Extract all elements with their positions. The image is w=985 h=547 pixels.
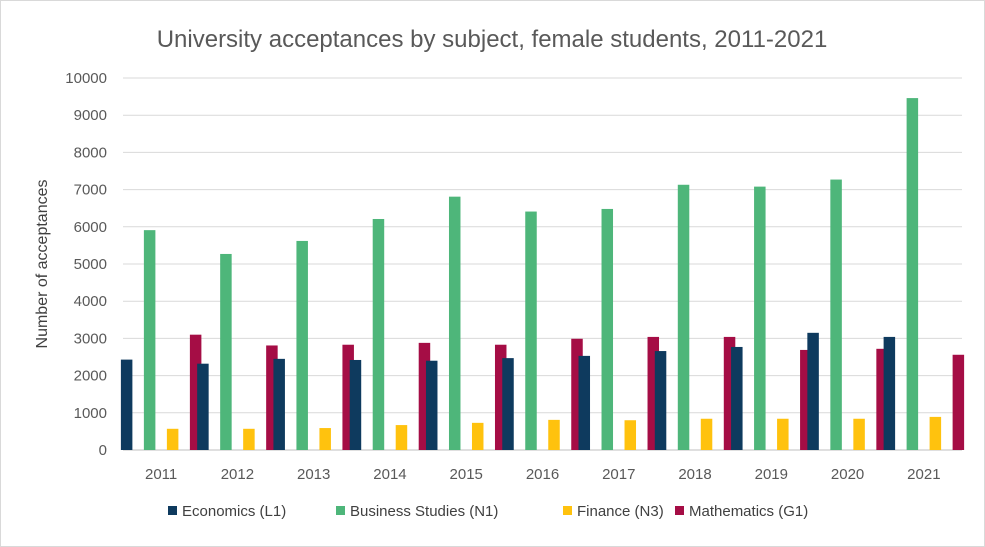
bar-business-2021: [906, 98, 919, 450]
bar-economics-2020: [807, 332, 819, 450]
bar-mathematics-2011: [189, 334, 202, 450]
bar-business-2019: [754, 186, 766, 450]
x-tick-label: 2019: [755, 466, 788, 483]
bar-economics-2018: [654, 351, 667, 450]
y-tick-label: 6000: [74, 219, 107, 236]
legend-label: Finance (N3): [577, 503, 664, 520]
x-tick-label: 2015: [450, 466, 483, 483]
x-tick-label: 2021: [907, 466, 940, 483]
bar-finance-2012: [243, 428, 255, 450]
bar-finance-2018: [700, 418, 713, 450]
bar-business-2018: [677, 184, 690, 450]
bar-mathematics-2014: [418, 342, 431, 450]
x-tick-label: 2017: [602, 466, 635, 483]
chart-title: University acceptances by subject, femal…: [157, 26, 828, 53]
legend-swatch: [336, 506, 345, 515]
bar-mathematics-2012: [266, 345, 278, 450]
legend-swatch: [168, 506, 177, 515]
y-tick-label: 0: [99, 442, 107, 459]
bar-finance-2011: [166, 428, 179, 450]
y-tick-label: 3000: [74, 330, 107, 347]
bar-business-2020: [830, 179, 842, 450]
bar-mathematics-2017: [647, 336, 660, 450]
legend: Economics (L1) Business Studies (N1) Finan…: [168, 503, 808, 520]
bar-mathematics-2020: [876, 348, 888, 450]
gridlines: [123, 77, 962, 451]
x-tick-label: 2020: [831, 466, 864, 483]
bar-economics-2013: [273, 358, 285, 450]
bar-mathematics-2021: [952, 354, 965, 450]
bar-economics-2015: [425, 360, 438, 450]
bar-finance-2015: [471, 422, 484, 450]
bar-finance-2013: [319, 428, 331, 450]
bar-economics-2019: [731, 346, 743, 450]
x-tick-label: 2013: [297, 466, 330, 483]
bar-business-2016: [525, 211, 537, 450]
bar-finance-2017: [624, 420, 637, 450]
y-tick-label: 2000: [74, 368, 107, 385]
bar-economics-2014: [349, 359, 362, 450]
y-tick-label: 1000: [74, 405, 107, 422]
bar-mathematics-2016: [571, 338, 583, 450]
x-tick-label: 2014: [373, 466, 406, 483]
bar-business-2013: [296, 240, 308, 450]
bar-business-2014: [372, 218, 385, 450]
bar-mathematics-2018: [723, 336, 736, 450]
legend-label: Economics (L1): [182, 503, 286, 520]
x-axis-ticks: 2011 2012 2013 2014 2015 2016 2017 2018 2019 2020…: [145, 466, 941, 483]
bar-economics-2017: [578, 355, 591, 450]
bar-finance-2014: [395, 425, 408, 450]
bar-finance-2020: [853, 418, 865, 450]
x-tick-label: 2018: [678, 466, 711, 483]
bar-finance-2016: [548, 419, 560, 450]
y-tick-label: 10000: [65, 70, 107, 87]
bar-mathematics-2019: [800, 349, 812, 450]
bar-economics-2012: [197, 363, 209, 450]
x-tick-label: 2011: [145, 466, 177, 483]
legend-swatch: [675, 506, 684, 515]
y-tick-label: 4000: [74, 293, 107, 310]
bar-economics-2021: [883, 336, 896, 450]
bars: [120, 98, 965, 450]
legend-label: Mathematics (G1): [689, 503, 808, 520]
y-tick-label: 8000: [74, 144, 107, 161]
bar-business-2012: [220, 253, 232, 450]
bar-mathematics-2013: [342, 344, 354, 450]
bar-business-2011: [143, 230, 156, 450]
bar-finance-2019: [777, 418, 789, 450]
bar-mathematics-2015: [494, 344, 507, 450]
legend-label: Business Studies (N1): [350, 503, 498, 520]
y-tick-label: 7000: [74, 182, 107, 199]
bar-finance-2021: [929, 416, 942, 450]
bar-economics-2011: [120, 359, 133, 450]
y-tick-label: 5000: [74, 256, 107, 273]
bar-economics-2016: [502, 358, 514, 450]
y-tick-label: 9000: [74, 107, 107, 124]
y-axis-label: Number of acceptances: [34, 180, 51, 349]
x-tick-label: 2012: [221, 466, 254, 483]
bar-business-2017: [601, 208, 614, 450]
legend-swatch: [563, 506, 572, 515]
x-tick-label: 2016: [526, 466, 559, 483]
bar-business-2015: [448, 196, 461, 450]
y-axis-ticks: 0 1000 2000 3000 4000 5000 6000 7000 8000 9000 100…: [65, 70, 107, 459]
